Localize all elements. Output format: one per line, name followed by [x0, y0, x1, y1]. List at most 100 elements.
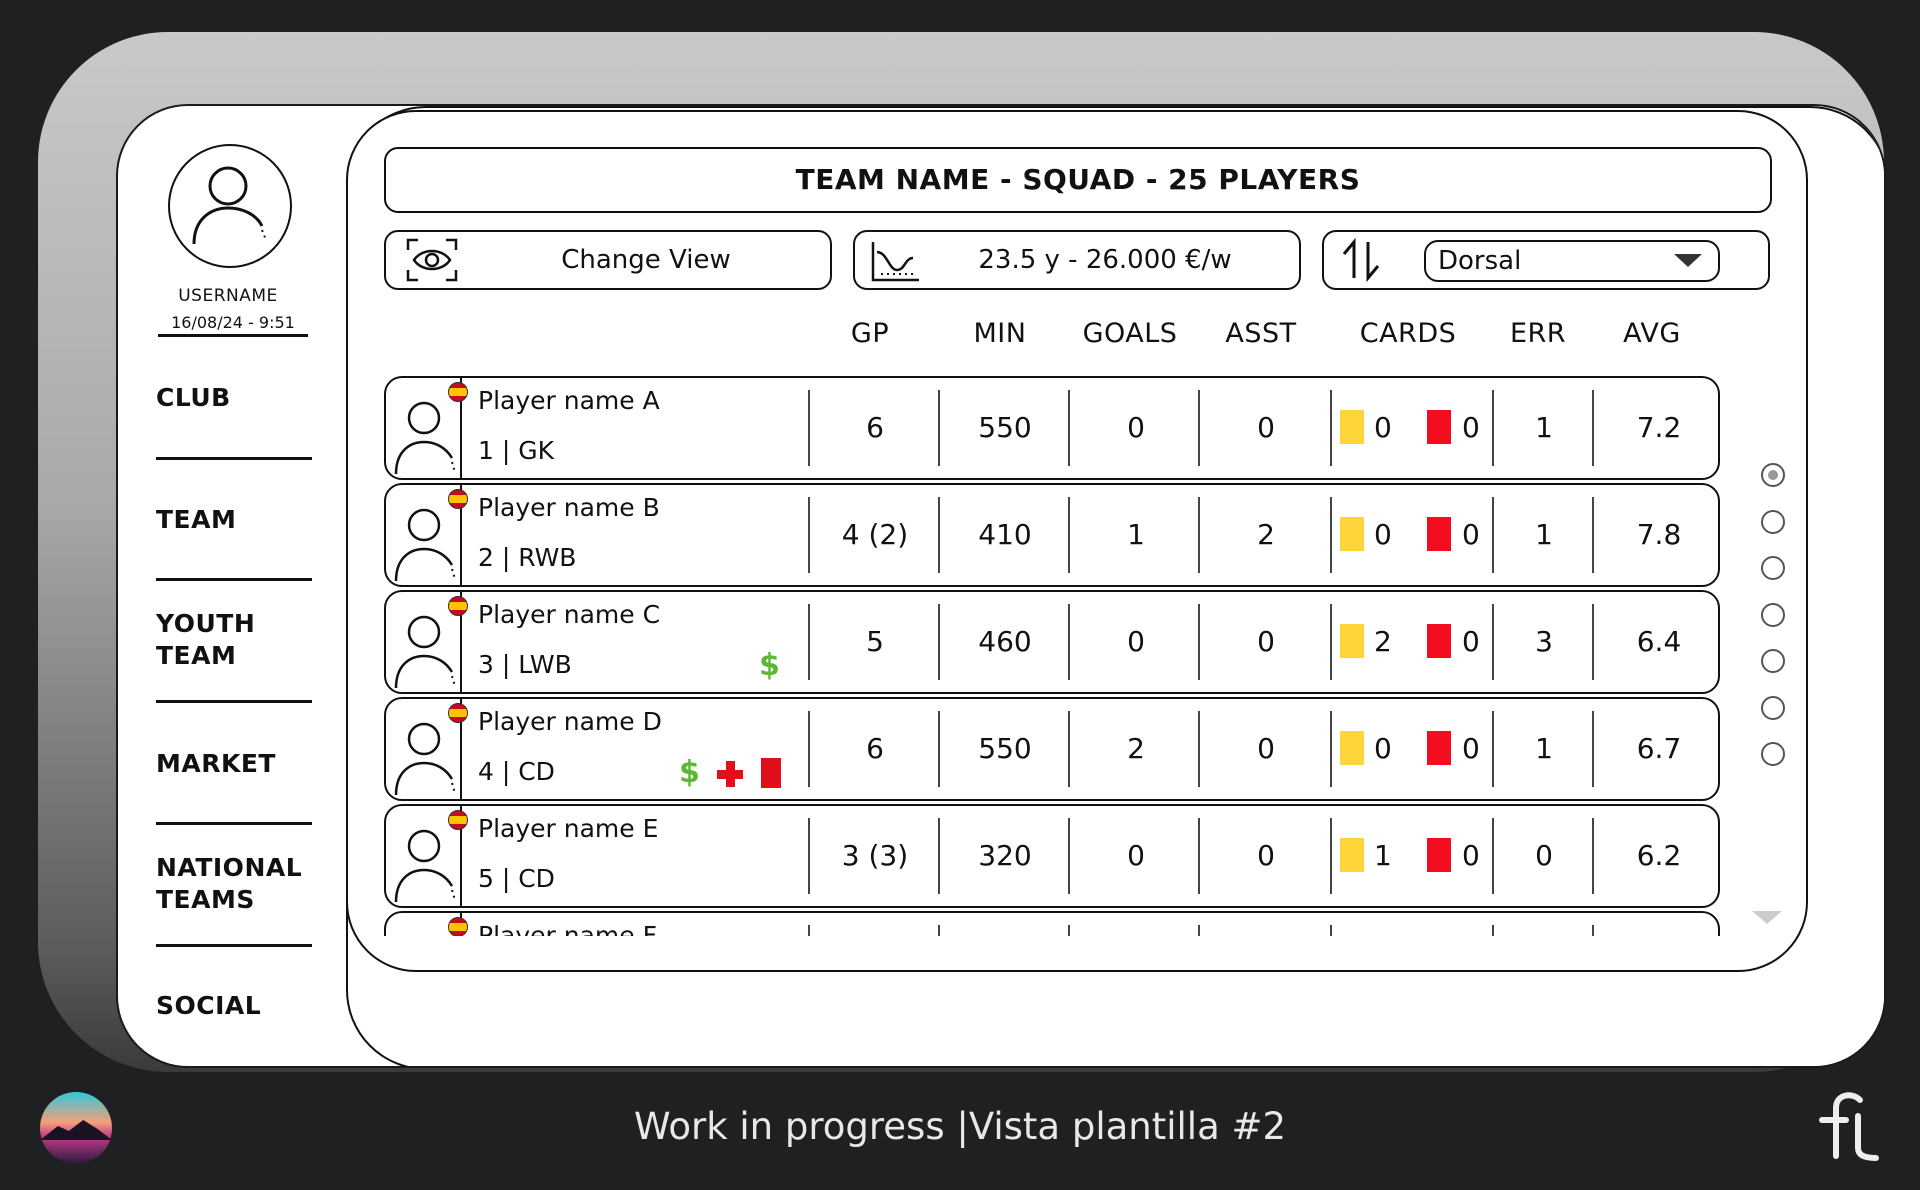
pagination-dot[interactable] [1761, 602, 1785, 627]
player-silhouette-icon [394, 615, 456, 689]
cell-err: 1 [1535, 411, 1553, 444]
column-separator [1068, 604, 1070, 680]
sort-control: Dorsal [1322, 230, 1770, 290]
column-separator [938, 925, 940, 936]
pagination-dot[interactable] [1761, 695, 1785, 720]
footer-caption: Work in progress |Vista plantilla #2 [633, 1105, 1287, 1148]
cell-asst: 0 [1257, 625, 1275, 658]
column-separator [808, 497, 810, 573]
player-name[interactable]: Player name D [478, 707, 662, 736]
player-name[interactable]: Player name E [478, 814, 659, 843]
column-separator [1592, 390, 1594, 466]
change-view-label: Change View [561, 245, 731, 275]
column-separator [1068, 925, 1070, 936]
cell-min: 460 [978, 625, 1032, 658]
column-separator [1198, 390, 1200, 466]
spain-flag-icon [448, 703, 468, 723]
yellow-card-count: 1 [1374, 839, 1392, 872]
nav-market[interactable]: MARKET [156, 749, 276, 778]
spain-flag-icon [448, 810, 468, 830]
nav-divider [156, 457, 312, 460]
red-card-icon [1427, 731, 1451, 765]
column-separator [1592, 604, 1594, 680]
column-separator [1068, 497, 1070, 573]
player-status-icons [671, 862, 791, 898]
table-row[interactable]: Player name E 5 | CD 3 (3) 320 0 0 0 6.2 1 0 [384, 804, 1720, 908]
pagination-dot[interactable] [1761, 742, 1785, 766]
red-card-icon [1427, 410, 1451, 444]
change-view-button[interactable]: Change View [384, 230, 832, 290]
username: USERNAME [178, 286, 278, 306]
column-separator [1330, 925, 1332, 936]
column-separator [1592, 497, 1594, 573]
sidebar: USERNAME 16/08/24 - 9:51 CLUB TEAM YOUTH… [118, 106, 348, 1066]
table-row[interactable]: Player name C 3 | LWB $5 460 0 0 3 6.4 2 0 [384, 590, 1720, 694]
table-row[interactable]: Player name B 2 | RWB 4 (2) 410 1 2 1 7.8 0 0 [384, 483, 1720, 587]
player-name[interactable]: Player name A [478, 386, 660, 415]
stats-summary-value: 23.5 y - 26.000 €/w [978, 245, 1232, 275]
cell-min [945, 913, 1065, 936]
cell-min: 550 [978, 411, 1032, 444]
col-header-err[interactable]: ERR [1509, 318, 1567, 349]
col-header-goals[interactable]: GOALS [1082, 318, 1178, 349]
brand-logo-icon [1819, 1092, 1879, 1161]
yellow-card-icon [1340, 624, 1364, 658]
user-avatar[interactable] [168, 144, 292, 268]
yellow-card-count: 0 [1374, 411, 1392, 444]
nav-national-teams[interactable]: NATIONAL TEAMS [156, 853, 303, 914]
team-stats-summary[interactable]: 23.5 y - 26.000 €/w [853, 230, 1301, 290]
pagination-dot[interactable] [1761, 463, 1785, 487]
yellow-card-count: 0 [1374, 518, 1392, 551]
player-avatar [386, 592, 462, 692]
player-name[interactable]: Player name C [478, 600, 661, 629]
column-separator [1492, 497, 1494, 573]
column-separator [808, 390, 810, 466]
nav-club[interactable]: CLUB [156, 383, 231, 412]
red-card-icon [761, 758, 781, 788]
eye-scan-icon [406, 238, 458, 282]
column-separator [938, 390, 940, 466]
col-header-min[interactable]: MIN [973, 318, 1027, 349]
column-separator [1492, 818, 1494, 894]
pagination-dot[interactable] [1761, 649, 1785, 673]
col-header-asst[interactable]: ASST [1225, 318, 1297, 349]
cell-avg: 7.8 [1636, 518, 1682, 551]
scroll-down-icon[interactable] [1752, 911, 1782, 924]
column-separator [808, 925, 810, 936]
player-status-icons: $ [671, 648, 791, 684]
player-silhouette-icon [394, 508, 456, 582]
cell-gp [815, 913, 935, 936]
player-number-position: 3 | LWB [478, 650, 572, 679]
table-row[interactable]: Player name D 4 | CD $6 550 2 0 1 6.7 0 0 [384, 697, 1720, 801]
red-card-count: 0 [1462, 625, 1480, 658]
nav-social[interactable]: SOCIAL [156, 991, 262, 1020]
sort-dropdown[interactable]: Dorsal [1424, 240, 1720, 282]
player-name[interactable]: Player name B [478, 493, 660, 522]
pagination-dot[interactable] [1761, 509, 1785, 534]
red-card-icon [1427, 517, 1451, 551]
yellow-card-icon [1340, 517, 1364, 551]
table-row[interactable]: Player name F [384, 911, 1720, 936]
player-name[interactable]: Player name F [478, 921, 657, 936]
cell-avg: 6.4 [1636, 625, 1682, 658]
col-header-avg[interactable]: AVG [1623, 318, 1681, 349]
column-separator [1492, 390, 1494, 466]
column-separator [1592, 711, 1594, 787]
player-number-position: 5 | CD [478, 864, 555, 893]
table-row[interactable]: Player name A 1 | GK 6 550 0 0 1 7.2 0 0 [384, 376, 1720, 480]
cell-err: 1 [1535, 732, 1553, 765]
pagination-dot[interactable] [1761, 556, 1785, 580]
col-header-cards[interactable]: CARDS [1359, 318, 1457, 349]
cell-goals: 0 [1127, 625, 1145, 658]
nav-youth-team[interactable]: YOUTH TEAM [156, 609, 256, 670]
cell-goals: 0 [1127, 839, 1145, 872]
nav-team[interactable]: TEAM [156, 505, 237, 534]
red-card-count: 0 [1462, 839, 1480, 872]
col-header-gp[interactable]: GP [850, 318, 890, 349]
column-separator [1492, 711, 1494, 787]
player-avatar [386, 699, 462, 799]
sort-arrows-icon[interactable] [1340, 238, 1384, 282]
cell-gp: 4 (2) [841, 518, 909, 551]
curve-chart-icon [871, 242, 919, 282]
yellow-card-icon [1340, 731, 1364, 765]
